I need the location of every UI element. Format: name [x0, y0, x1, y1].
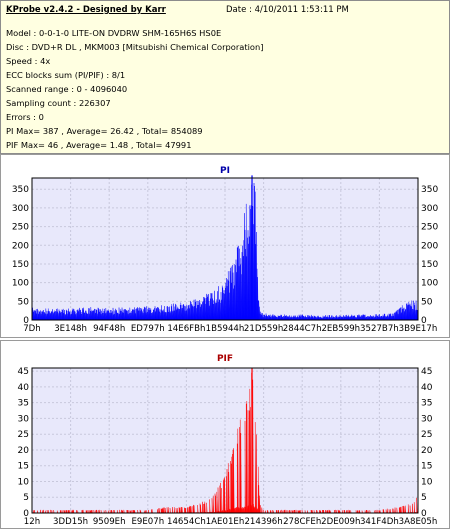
y-tick-left: 40 [18, 383, 30, 393]
y-tick-right: 5 [421, 493, 427, 503]
y-tick-left: 20 [18, 446, 30, 456]
pi-chart: 0 0 50 50 100 100 150 150 200 200 250 250 300 300 350 3… [0, 154, 450, 338]
y-tick-left: 300 [12, 204, 29, 214]
y-tick-right: 35 [421, 399, 432, 409]
x-tick-label: 2EB599h [321, 324, 360, 334]
y-tick-left: 35 [18, 399, 29, 409]
x-tick-label: ED797h [131, 324, 165, 334]
x-tick-label: 14654Ch [167, 517, 206, 527]
x-tick-label: 3B9E17h [399, 324, 438, 334]
pif-chart: 0 0 5 5 10 10 15 15 20 20 25 25 30 30 35 35 40 40 45 45 12h 3… [0, 340, 450, 529]
y-tick-right: 200 [421, 241, 438, 251]
y-tick-left: 150 [12, 260, 29, 270]
y-tick-left: 5 [23, 493, 29, 503]
y-tick-left: 0 [23, 316, 29, 326]
pi-area [31, 182, 419, 321]
x-tick-label: 214396h [244, 517, 282, 527]
x-tick-label: 3527B7h [360, 324, 399, 334]
info-ecc: ECC blocks sum (PI/PIF) : 8/1 [6, 70, 126, 80]
x-tick-label: 1AE01Eh [206, 517, 245, 527]
y-tick-right: 100 [421, 279, 438, 289]
x-tick-label: 3DD15h [53, 517, 88, 527]
y-tick-right: 0 [421, 316, 427, 326]
y-tick-left: 200 [12, 241, 29, 251]
y-tick-left: 50 [18, 297, 30, 307]
x-tick-label: 341F4Dh [360, 517, 399, 527]
info-range: Scanned range : 0 - 4096040 [6, 84, 128, 94]
y-tick-right: 20 [421, 446, 433, 456]
y-tick-left: 30 [18, 414, 30, 424]
x-tick-label: 14E6FBh [167, 324, 205, 334]
y-tick-left: 350 [12, 185, 29, 195]
y-tick-right: 40 [421, 383, 433, 393]
x-tick-label: 2844C7h [283, 324, 322, 334]
x-tick-label: 3E148h [54, 324, 87, 334]
y-tick-right: 25 [421, 430, 432, 440]
y-tick-left: 25 [18, 430, 29, 440]
x-tick-label: 9509Eh [93, 517, 126, 527]
y-tick-right: 250 [421, 223, 438, 233]
x-tick-label: 7Dh [23, 324, 41, 334]
y-tick-left: 250 [12, 223, 29, 233]
info-sampling: Sampling count : 226307 [6, 98, 111, 108]
plot-border [31, 177, 419, 321]
info-speed: Speed : 4x [6, 56, 51, 66]
y-tick-left: 0 [23, 509, 29, 519]
y-tick-right: 350 [421, 185, 438, 195]
info-pi-stats: PI Max= 387 , Average= 26.42 , Total= 85… [6, 126, 203, 136]
chart-title: PI [220, 166, 230, 176]
plot-border [31, 367, 419, 514]
x-tick-label: 12h [24, 517, 40, 527]
y-tick-left: 100 [12, 279, 29, 289]
x-tick-label: 2DE009h [321, 517, 360, 527]
scan-info-panel: KProbe v2.4.2 - Designed by Karr Date : … [0, 0, 450, 154]
y-tick-left: 45 [18, 367, 29, 377]
y-tick-right: 300 [421, 204, 438, 214]
pif-chart-panel: 0 0 5 5 10 10 15 15 20 20 25 25 30 30 35 35 40 40 45 45 12h 3… [0, 340, 450, 529]
y-tick-right: 45 [421, 367, 432, 377]
y-tick-right: 10 [421, 477, 433, 487]
x-tick-label: 278CFEh [283, 517, 321, 527]
y-tick-left: 10 [18, 477, 30, 487]
y-tick-right: 15 [421, 462, 432, 472]
y-tick-right: 50 [421, 297, 433, 307]
y-tick-right: 150 [421, 260, 438, 270]
y-tick-left: 15 [18, 462, 29, 472]
x-tick-label: 3A8E05h [399, 517, 438, 527]
x-tick-label: 94F48h [93, 324, 125, 334]
y-tick-right: 0 [421, 509, 427, 519]
chart-title: PIF [217, 354, 233, 364]
info-errors: Errors : 0 [6, 112, 44, 122]
x-tick-label: 21D559h [244, 324, 283, 334]
info-model: Model : 0-0-1-0 LITE-ON DVDRW SHM-165H6S… [6, 28, 222, 38]
info-disc: Disc : DVD+R DL , MKM003 [Mitsubishi Che… [6, 42, 264, 52]
info-pif-stats: PIF Max= 46 , Average= 1.48 , Total= 479… [6, 140, 192, 150]
x-tick-label: 1B5944h [206, 324, 245, 334]
pi-chart-panel: 0 0 50 50 100 100 150 150 200 200 250 250 300 300 350 3… [0, 154, 450, 338]
x-tick-label: E9E07h [131, 517, 164, 527]
y-tick-right: 30 [421, 414, 433, 424]
app-title: KProbe v2.4.2 - Designed by Karr [6, 5, 166, 15]
scan-date: Date : 4/10/2011 1:53:11 PM [226, 5, 349, 15]
